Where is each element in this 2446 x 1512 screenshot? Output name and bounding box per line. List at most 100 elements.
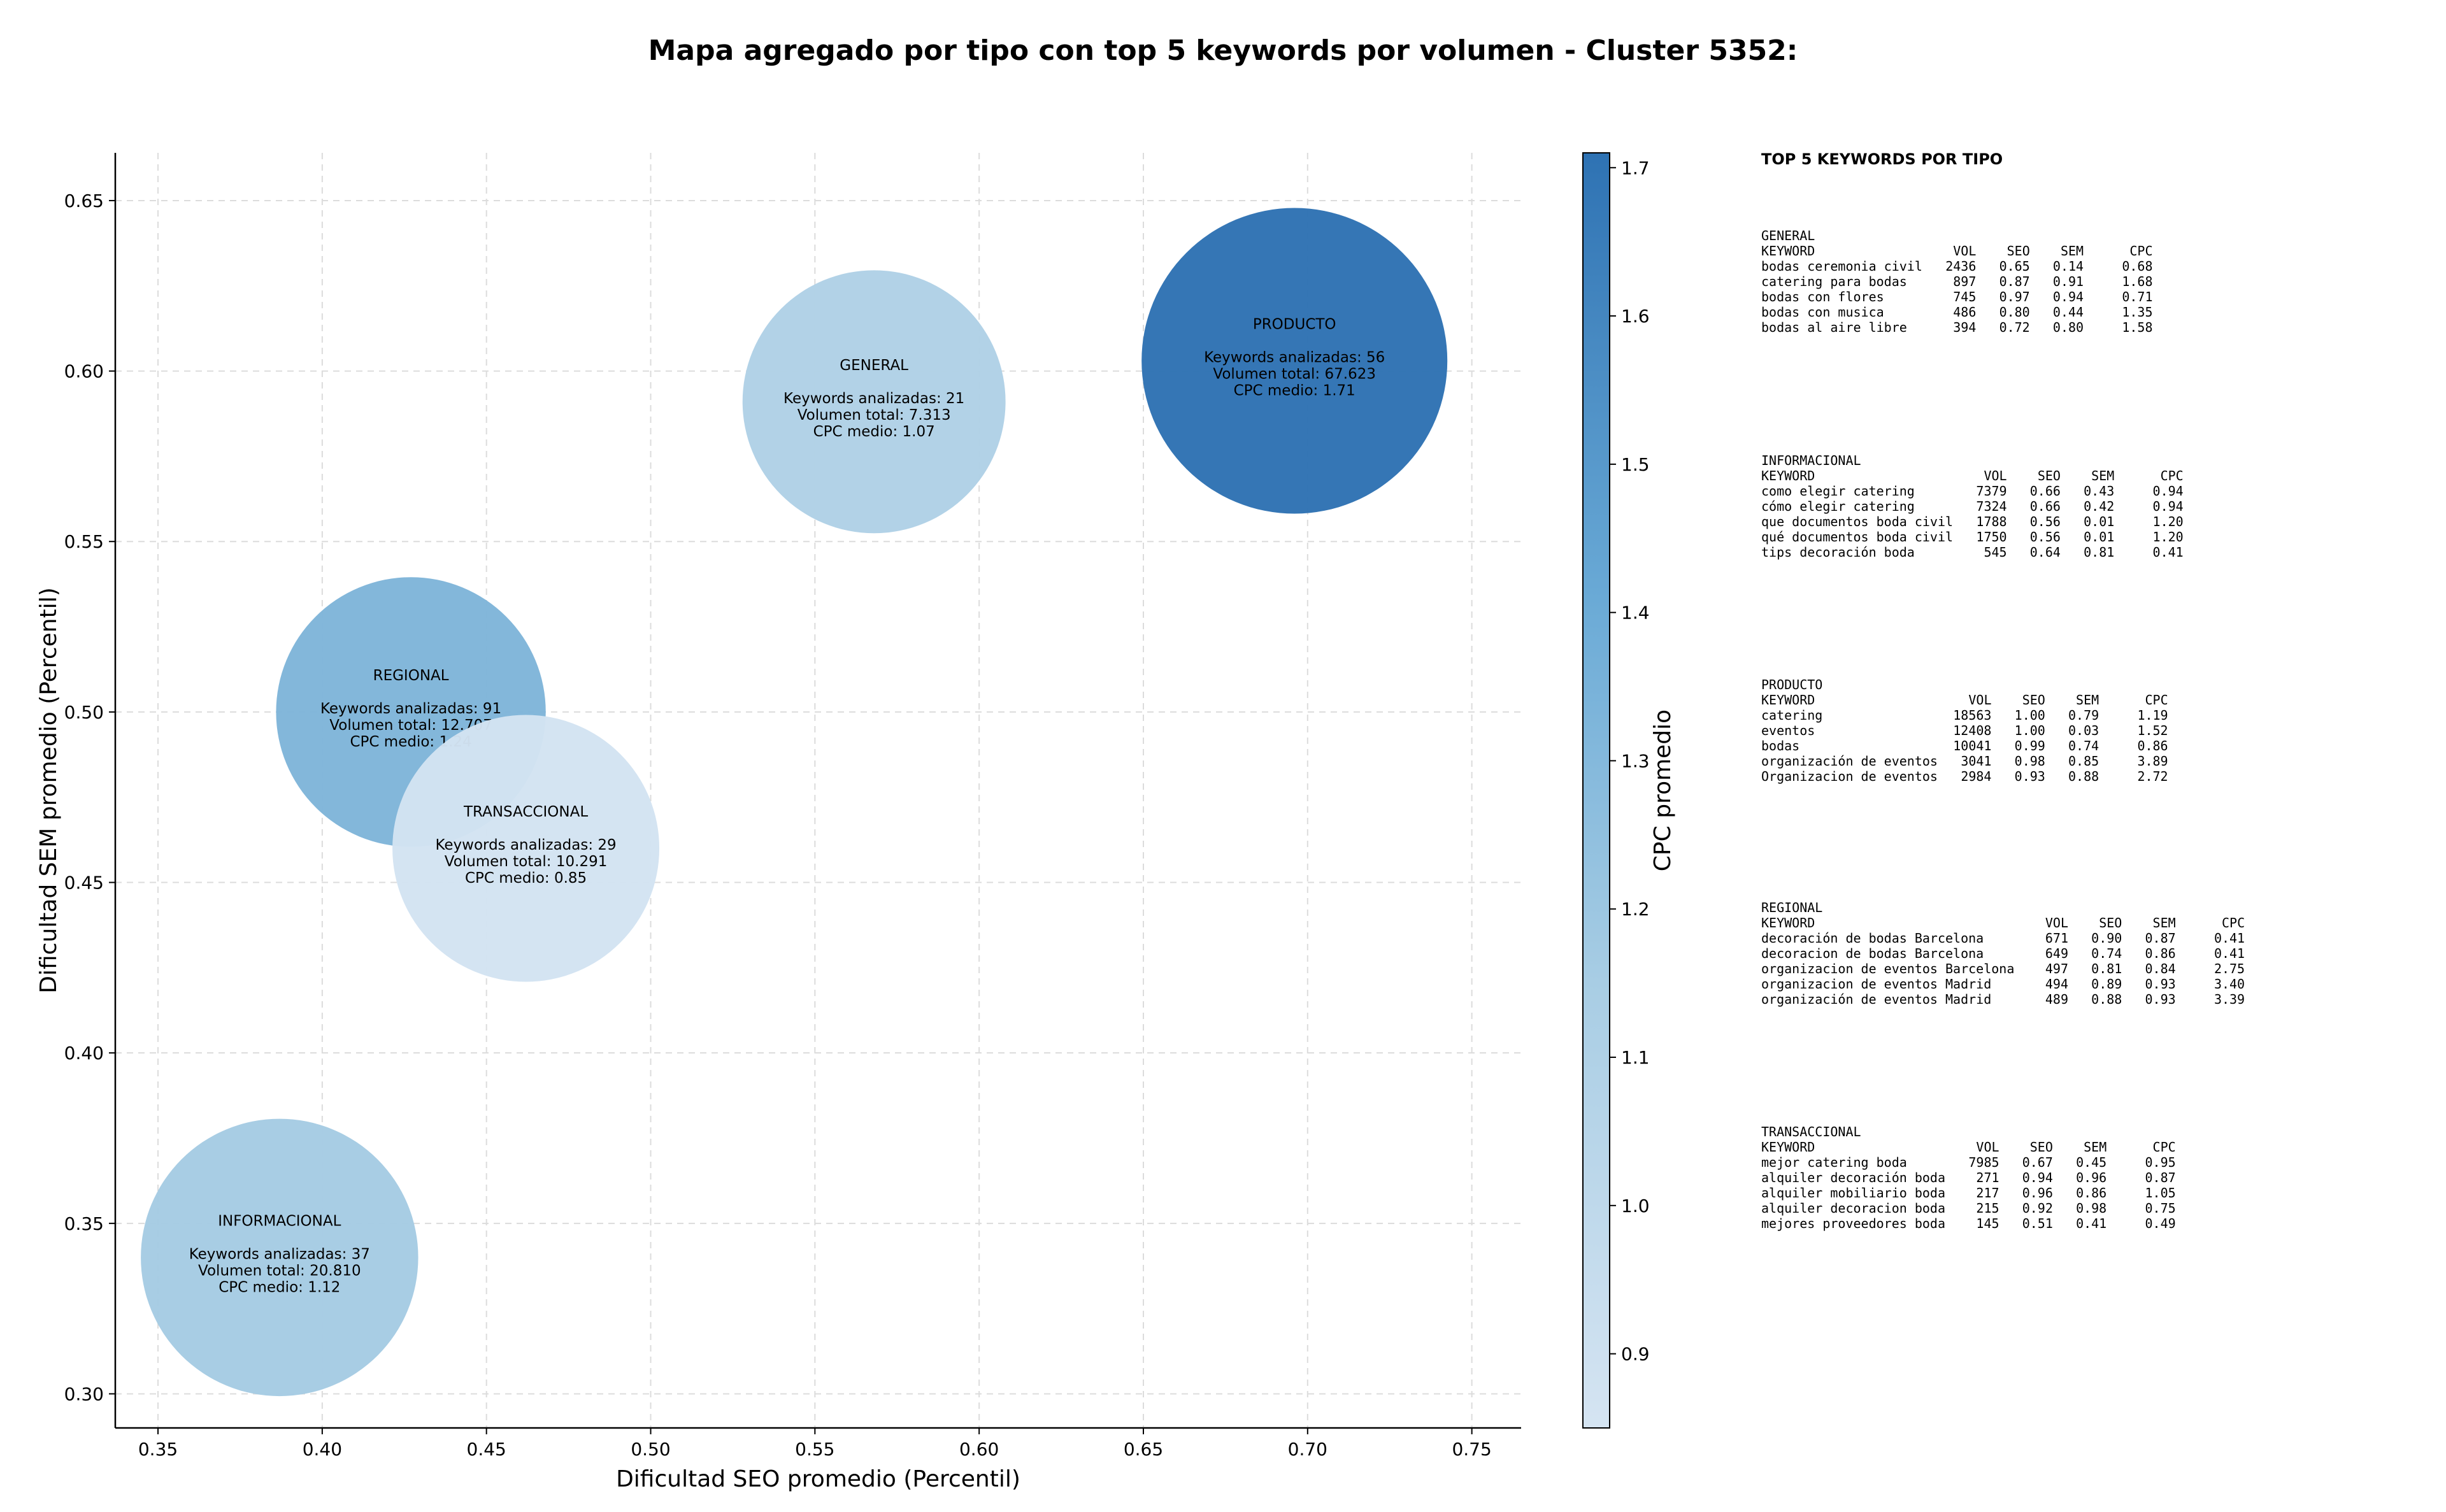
- bubble-volume-label: Volumen total: 10.291: [445, 853, 608, 870]
- metric-cell: SEM: [2076, 692, 2099, 708]
- keyword-cell: catering: [1761, 708, 1823, 723]
- keyword-cell: tips decoración boda: [1761, 545, 1915, 560]
- metric-cell: 0.99: [2014, 738, 2045, 753]
- metric-cell: 18563: [1953, 708, 1992, 723]
- bubble-keywords-label: Keywords analizadas: 56: [1204, 350, 1385, 366]
- metric-cell: 0.51: [2022, 1216, 2053, 1231]
- y-tick-label: 0.30: [64, 1383, 104, 1404]
- metric-cell: VOL: [1953, 243, 1977, 259]
- metric-cell: 0.81: [2084, 545, 2115, 560]
- bubble-type-label: INFORMACIONAL: [218, 1213, 341, 1229]
- metric-cell: 2436: [1945, 259, 1977, 274]
- metric-cell: 1788: [1976, 514, 2007, 529]
- metric-cell: 0.44: [2052, 304, 2084, 320]
- metric-cell: 0.86: [2145, 946, 2176, 961]
- metric-cell: 0.45: [2076, 1155, 2107, 1170]
- metric-cell: 215: [1976, 1201, 1999, 1216]
- metric-cell: SEM: [2091, 468, 2115, 483]
- bubble-type-label: PRODUCTO: [1253, 317, 1336, 333]
- metric-cell: SEO: [2037, 468, 2061, 483]
- bubble-volume-label: Volumen total: 20.810: [198, 1262, 361, 1279]
- metric-cell: 1.20: [2152, 529, 2184, 545]
- keyword-row: bodas con flores 745 0.97 0.94 0.71: [1761, 289, 2153, 304]
- metric-cell: SEO: [2099, 915, 2122, 931]
- metric-cell: 2.75: [2214, 961, 2245, 976]
- keyword-cell: alquiler decoracion boda: [1761, 1201, 1945, 1216]
- axes: 0.35 0.40 0.45 0.50 0.55 0.60 0.65 0.70 0.75 0.30…: [36, 153, 1521, 1492]
- keyword-group-transaccional: TRANSACCIONAL KEYWORD VOL SEO SEM CPC mejor ca…: [1761, 1124, 2176, 1231]
- metric-cell: 745: [1953, 289, 1977, 304]
- keyword-cell: bodas: [1761, 738, 1800, 753]
- metric-cell: 0.14: [2052, 259, 2084, 274]
- metric-cell: CPC: [2145, 692, 2168, 708]
- metric-cell: 7985: [1968, 1155, 1999, 1170]
- keyword-cell: bodas con flores: [1761, 289, 1884, 304]
- keyword-group-informacional: INFORMACIONAL KEYWORD VOL SEO SEM CPC como ele…: [1761, 453, 2184, 560]
- metric-cell: 0.80: [1999, 304, 2030, 320]
- metric-cell: 7324: [1976, 499, 2007, 514]
- keyword-group-name: REGIONAL: [1761, 900, 1823, 915]
- metric-cell: 0.90: [2091, 931, 2122, 946]
- keyword-table-header: KEYWORD VOL SEO SEM CPC: [1761, 1139, 2176, 1155]
- metric-cell: 0.85: [2068, 753, 2099, 769]
- keyword-cell: mejor catering boda: [1761, 1155, 1907, 1170]
- metric-cell: 497: [2045, 961, 2068, 976]
- colorbar-gradient: [1582, 152, 1610, 1429]
- metric-cell: 0.75: [2145, 1201, 2176, 1216]
- x-tick-label: 0.45: [467, 1439, 506, 1460]
- keyword-cell: cómo elegir catering: [1761, 499, 1915, 514]
- keyword-cell: KEYWORD: [1761, 468, 1815, 483]
- metric-cell: 0.96: [2022, 1185, 2053, 1201]
- bubble-type-label: REGIONAL: [373, 667, 449, 684]
- bubble-producto: [1141, 208, 1448, 514]
- colorbar-tick-label: 1.2: [1621, 899, 1650, 920]
- y-tick-label: 0.65: [64, 190, 104, 211]
- keyword-cell: organización de eventos: [1761, 753, 1938, 769]
- metric-cell: 0.68: [2122, 259, 2153, 274]
- metric-cell: 0.94: [2052, 289, 2084, 304]
- metric-cell: 0.79: [2068, 708, 2099, 723]
- keyword-group-name: PRODUCTO: [1761, 677, 1823, 692]
- metric-cell: 217: [1976, 1185, 1999, 1201]
- x-tick-label: 0.70: [1288, 1439, 1327, 1460]
- colorbar-tick-label: 1.0: [1621, 1195, 1650, 1216]
- x-axis-label: Dificultad SEO promedio (Percentil): [616, 1466, 1020, 1492]
- metric-cell: 0.41: [2214, 931, 2245, 946]
- y-axis-label: Dificultad SEM promedio (Percentil): [36, 587, 62, 994]
- x-tick-label: 0.75: [1452, 1439, 1491, 1460]
- bubble-volume-label: Volumen total: 7.313: [797, 407, 951, 424]
- metric-cell: SEO: [2029, 1139, 2053, 1155]
- metric-cell: 0.86: [2076, 1185, 2107, 1201]
- bubble-cpc-label: CPC medio: 1.71: [1234, 383, 1355, 399]
- keyword-cell: qué documentos boda civil: [1761, 529, 1954, 545]
- x-tick-label: 0.35: [138, 1439, 178, 1460]
- keyword-row: decoracion de bodas Barcelona 649 0.74 0.86…: [1761, 946, 2245, 961]
- metric-cell: 1.68: [2122, 274, 2153, 289]
- metric-cell: 2984: [1961, 769, 1992, 784]
- keyword-cell: KEYWORD: [1761, 1139, 1815, 1155]
- metric-cell: 0.03: [2068, 723, 2099, 738]
- keyword-cell: eventos: [1761, 723, 1815, 738]
- metric-cell: 0.93: [2014, 769, 2045, 784]
- metric-cell: 0.98: [2076, 1201, 2107, 1216]
- metric-cell: 1750: [1976, 529, 2007, 545]
- keyword-cell: catering para bodas: [1761, 274, 1907, 289]
- x-tick-label: 0.50: [631, 1439, 670, 1460]
- bubble-keywords-label: Keywords analizadas: 29: [435, 837, 616, 853]
- metric-cell: 545: [1984, 545, 2007, 560]
- keyword-row: organizacion de eventos Madrid 494 0.89 0.9…: [1761, 976, 2245, 992]
- keyword-table-header: KEYWORD VOL SEO SEM CPC: [1761, 243, 2153, 259]
- metric-cell: SEM: [2060, 243, 2084, 259]
- keyword-cell: bodas ceremonia civil: [1761, 259, 1922, 274]
- keyword-row: bodas ceremonia civil 2436 0.65 0.14 0.68: [1761, 259, 2153, 274]
- metric-cell: 0.01: [2084, 514, 2115, 529]
- chart-title: Mapa agregado por tipo con top 5 keyword…: [648, 34, 1798, 67]
- metric-cell: 0.92: [2022, 1201, 2053, 1216]
- metric-cell: 0.93: [2145, 976, 2176, 992]
- metric-cell: 0.94: [2152, 499, 2184, 514]
- metric-cell: 1.00: [2014, 708, 2045, 723]
- keyword-row: que documentos boda civil 1788 0.56 0.01 1.2…: [1761, 514, 2184, 529]
- metric-cell: 0.01: [2084, 529, 2115, 545]
- y-tick-label: 0.55: [64, 531, 104, 552]
